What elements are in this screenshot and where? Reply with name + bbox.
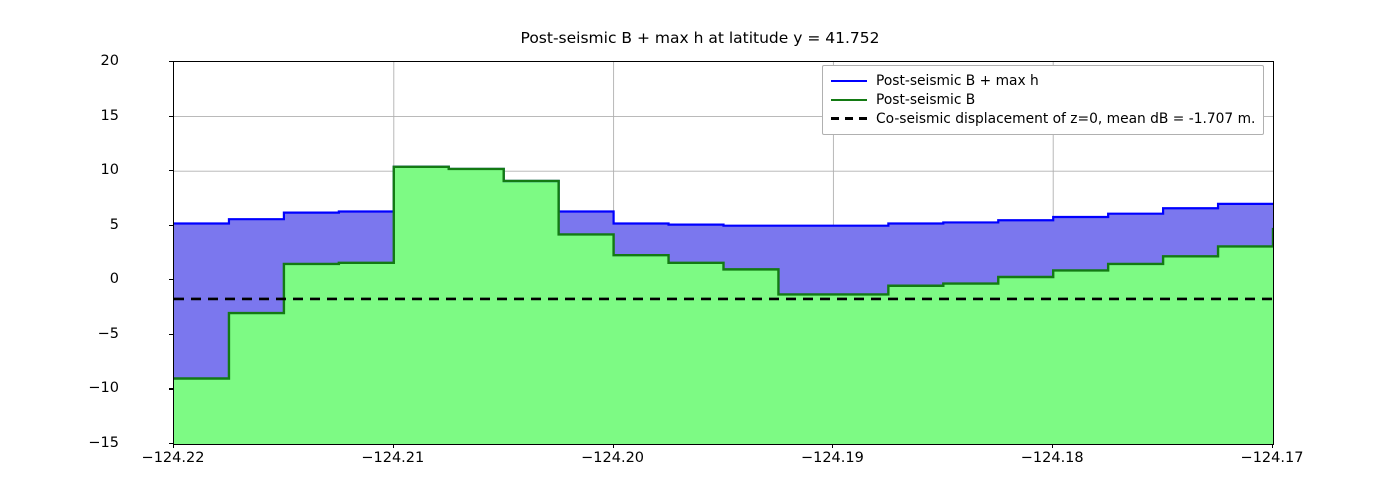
x-tick-mark xyxy=(832,444,834,448)
y-tick-mark xyxy=(169,224,173,226)
x-tick-label: −124.20 xyxy=(581,450,645,466)
series-line-post-seismic-b-plus-max-h xyxy=(174,165,1273,227)
x-tick-mark xyxy=(392,444,394,448)
x-tick-mark xyxy=(1052,444,1054,448)
plot-area xyxy=(173,61,1274,445)
y-tick-mark xyxy=(169,279,173,281)
y-tick-label: −10 xyxy=(88,380,119,397)
plot-surface xyxy=(174,62,1273,444)
x-tick-label: −124.22 xyxy=(141,450,205,466)
series-fill-post-seismic-b xyxy=(174,166,1273,444)
legend-label: Co-seismic displacement of z=0, mean dB … xyxy=(876,110,1256,127)
legend: Post-seismic B + max h Post-seismic B Co-s… xyxy=(822,65,1265,135)
legend-entry[interactable]: Post-seismic B xyxy=(831,90,1255,109)
x-tick-mark xyxy=(173,444,175,448)
series-line-post-seismic-b xyxy=(174,165,1273,380)
legend-label: Post-seismic B + max h xyxy=(876,72,1039,89)
y-tick-mark xyxy=(169,170,173,172)
chart-svg xyxy=(174,62,1273,444)
y-tick-mark xyxy=(169,443,173,445)
x-tick-label: −124.18 xyxy=(1020,450,1084,466)
legend-label: Post-seismic B xyxy=(876,91,976,108)
y-tick-label: 0 xyxy=(109,271,119,288)
y-tick-mark xyxy=(169,115,173,117)
legend-swatch-icon xyxy=(831,75,867,87)
x-tick-mark xyxy=(612,444,614,448)
x-tick-label: −124.21 xyxy=(361,450,425,466)
legend-entry[interactable]: Co-seismic displacement of z=0, mean dB … xyxy=(831,109,1255,128)
y-tick-label: 10 xyxy=(100,162,119,179)
x-tick-label: −124.17 xyxy=(1240,450,1304,466)
y-tick-label: 15 xyxy=(100,107,119,124)
y-tick-mark xyxy=(169,61,173,63)
y-tick-label: 20 xyxy=(100,53,119,69)
legend-entry[interactable]: Post-seismic B + max h xyxy=(831,71,1255,90)
y-tick-mark xyxy=(169,333,173,335)
y-tick-mark xyxy=(169,388,173,390)
x-tick-mark xyxy=(1272,444,1274,448)
page-title: Post-seismic B + max h at latitude y = 4… xyxy=(520,29,880,47)
y-tick-label: −5 xyxy=(97,325,119,342)
legend-swatch-icon xyxy=(831,113,867,125)
legend-swatch-icon xyxy=(831,94,867,106)
y-tick-label: 5 xyxy=(109,216,119,233)
y-tick-label: −15 xyxy=(88,435,119,451)
x-tick-label: −124.19 xyxy=(800,450,864,466)
